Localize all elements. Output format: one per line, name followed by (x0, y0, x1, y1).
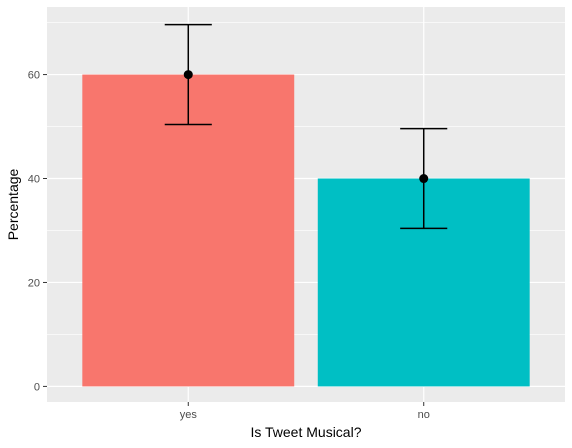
x-tick-label: yes (180, 409, 198, 421)
mean-point-yes (183, 70, 193, 80)
y-tick-label: 60 (28, 70, 40, 82)
mean-point-no (419, 174, 429, 184)
bar-yes (82, 74, 295, 387)
y-axis-title: Percentage (5, 168, 21, 240)
y-tick-label: 0 (34, 381, 40, 393)
bars (82, 74, 530, 387)
y-tick-label: 20 (28, 277, 40, 289)
error-bars (164, 23, 448, 230)
x-axis: yes no (180, 402, 430, 421)
x-axis-title: Is Tweet Musical? (250, 424, 361, 440)
y-axis: 0 20 40 60 (28, 70, 47, 393)
x-tick-label: no (418, 409, 430, 421)
y-tick-label: 40 (28, 174, 40, 186)
mean-points (183, 70, 429, 184)
